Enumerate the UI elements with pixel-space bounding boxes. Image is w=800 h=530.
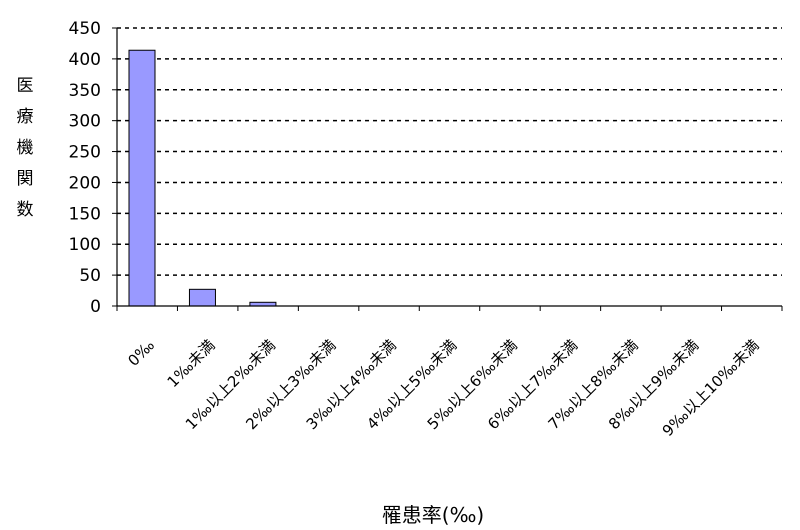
- y-tick-label: 0: [90, 297, 101, 317]
- y-tick-label: 200: [69, 173, 101, 193]
- x-tick-labels: 0‰ 1‰未満1‰以上2‰未満2‰以上3‰未満3‰以上4‰未満4‰以上5‰未満5‰…: [124, 336, 762, 440]
- x-axis-label: 罹患率(‰): [382, 503, 484, 527]
- bars: [128, 49, 277, 307]
- y-tick-label: 300: [69, 112, 101, 132]
- y-tick-label: 50: [79, 266, 101, 286]
- y-tick-label: 450: [69, 19, 101, 39]
- y-axis-label: 医療機関数: [17, 76, 34, 220]
- y-tick-labels: 0 50 100 150 200 250 300 350 400 450: [69, 19, 101, 317]
- x-tick-label: 1‰未満: [164, 336, 219, 391]
- y-tick-label: 150: [69, 204, 101, 224]
- axes: [112, 27, 783, 311]
- grid-lines: [117, 27, 782, 276]
- bar-1: [188, 288, 216, 307]
- y-tick-label: 350: [69, 81, 101, 101]
- x-tick-label: 0‰: [124, 336, 158, 370]
- bar-0: [128, 49, 156, 307]
- y-tick-label: 250: [69, 143, 101, 163]
- y-tick-label: 100: [69, 235, 101, 255]
- y-tick-label: 400: [69, 50, 101, 70]
